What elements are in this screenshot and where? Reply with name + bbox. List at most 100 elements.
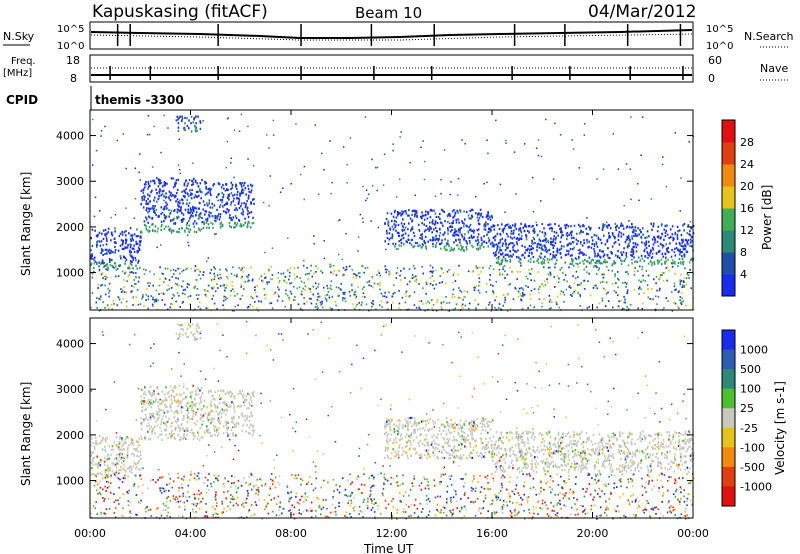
echo-cell (427, 211, 429, 214)
noise-cell (577, 292, 579, 295)
echo-cell (194, 413, 197, 417)
echo-cell (391, 452, 393, 455)
echo-cell (222, 193, 225, 196)
y-tick-label: 3000 (56, 175, 84, 188)
noise-cell (289, 271, 291, 274)
echo-cell (246, 407, 248, 410)
noise-cell (192, 286, 195, 289)
echo-cell (413, 215, 416, 218)
noise-cell (657, 295, 660, 298)
echo-cell (201, 408, 204, 411)
echo-cell (584, 258, 586, 261)
echo-cell (182, 329, 185, 332)
noise-cell (596, 306, 598, 309)
echo-cell (670, 255, 673, 258)
echo-cell (97, 233, 99, 237)
noise-cell (171, 297, 173, 300)
echo-cell (176, 230, 178, 233)
noise-cell (232, 266, 234, 269)
sparse-cell (314, 124, 316, 126)
echo-cell (518, 233, 520, 236)
echo-cell (633, 229, 636, 232)
noise-cell (284, 305, 286, 308)
echo-cell (450, 423, 452, 426)
noise-cell (179, 272, 181, 275)
echo-cell (384, 222, 386, 225)
echo-cell (234, 208, 236, 211)
echo-cell (509, 236, 512, 239)
echo-cell (416, 451, 418, 454)
echo-cell (421, 442, 424, 446)
echo-cell (540, 449, 543, 452)
echo-cell (160, 225, 163, 228)
echo-cell (386, 454, 389, 458)
noise-cell (460, 308, 463, 311)
noise-cell (384, 265, 386, 268)
colorbar-swatch (722, 164, 735, 187)
noise-cell (418, 283, 420, 285)
sparse-cell (571, 139, 573, 141)
echo-cell (533, 260, 535, 263)
echo-cell (632, 231, 635, 234)
echo-cell (144, 408, 147, 411)
echo-cell (569, 262, 572, 265)
echo-cell (652, 243, 655, 246)
echo-cell (243, 404, 246, 407)
echo-cell (395, 454, 398, 457)
noise-cell (304, 285, 307, 288)
echo-cell (455, 449, 458, 452)
echo-cell (154, 230, 156, 233)
echo-cell (678, 250, 680, 253)
noise-cell (612, 306, 614, 309)
echo-cell (397, 212, 399, 215)
noise-cell (574, 289, 577, 292)
echo-cell (447, 428, 450, 431)
echo-cell (492, 243, 494, 246)
echo-cell (548, 463, 550, 466)
echo-cell (149, 413, 151, 416)
noise-cell (263, 294, 266, 296)
echo-cell (113, 441, 116, 444)
echo-cell (426, 456, 428, 459)
echo-cell (596, 245, 599, 248)
echo-cell (604, 261, 607, 264)
echo-cell (190, 394, 193, 397)
echo-cell (463, 210, 465, 213)
colorbar-level: 12 (740, 224, 754, 237)
echo-cell (471, 427, 473, 430)
echo-cell (678, 229, 681, 232)
noise-cell (254, 291, 257, 294)
noise-cell (282, 272, 285, 275)
echo-cell (187, 193, 189, 196)
sparse-cell (204, 181, 206, 183)
noise-cell (603, 287, 605, 290)
sparse-cell (93, 215, 96, 218)
noise-cell (557, 281, 560, 284)
noise-cell (328, 296, 331, 299)
echo-cell (448, 431, 451, 434)
colorbar-swatch (722, 186, 735, 209)
noise-cell (343, 293, 345, 295)
echo-cell (472, 425, 474, 428)
echo-cell (463, 238, 466, 241)
noise-cell (680, 301, 683, 304)
noise-cell (142, 294, 144, 296)
echo-cell (192, 403, 195, 406)
echo-cell (555, 262, 557, 265)
echo-cell (471, 423, 473, 426)
echo-cell (662, 255, 665, 258)
sparse-cell (213, 219, 216, 222)
sparse-cell (185, 268, 187, 271)
echo-cell (464, 218, 466, 221)
noise-cell (492, 291, 495, 294)
echo-cell (625, 254, 627, 257)
echo-cell (635, 234, 637, 237)
noise-cell (277, 277, 279, 279)
echo-cell (571, 263, 573, 266)
noise-cell (98, 268, 101, 271)
noise-cell (571, 295, 573, 297)
freq-tick-top: 18 (66, 54, 80, 67)
noise-cell (176, 283, 178, 286)
echo-cell (413, 429, 415, 432)
echo-cell (211, 206, 214, 209)
